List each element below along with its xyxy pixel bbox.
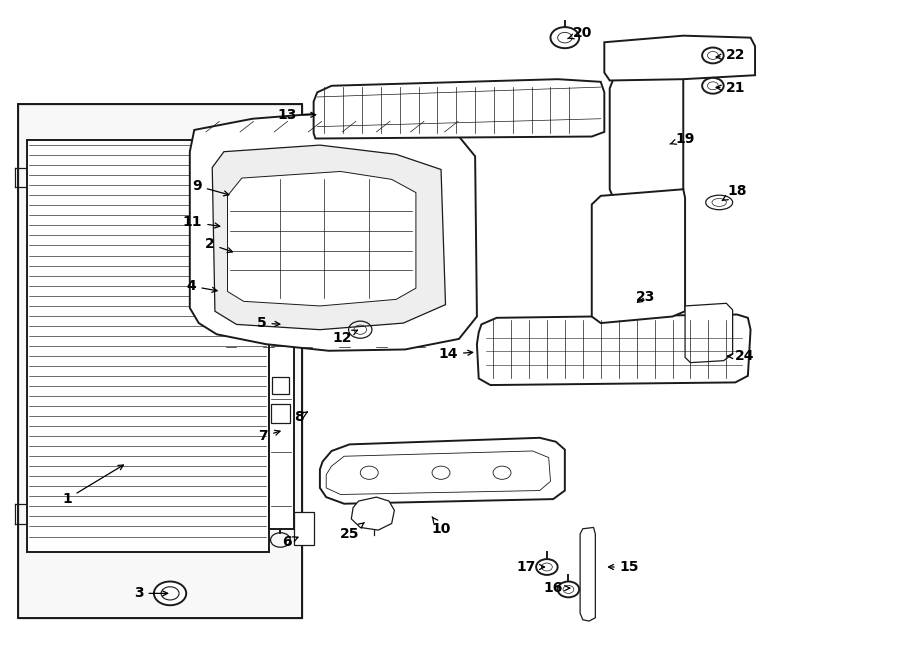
Text: 25: 25: [340, 522, 364, 541]
Text: 4: 4: [186, 279, 217, 293]
Text: 18: 18: [722, 184, 747, 201]
Text: 20: 20: [568, 26, 592, 40]
Text: 9: 9: [193, 179, 229, 196]
Circle shape: [558, 581, 580, 597]
Circle shape: [551, 27, 580, 48]
Text: 12: 12: [333, 330, 357, 345]
Text: 19: 19: [670, 132, 695, 146]
Polygon shape: [609, 75, 683, 198]
Text: 21: 21: [716, 81, 745, 95]
Polygon shape: [685, 303, 733, 363]
Polygon shape: [351, 497, 394, 530]
Polygon shape: [212, 145, 446, 330]
Text: 15: 15: [608, 560, 639, 574]
Text: 22: 22: [716, 48, 745, 62]
Polygon shape: [273, 377, 289, 394]
Polygon shape: [271, 404, 291, 423]
Text: 23: 23: [636, 290, 655, 304]
Circle shape: [536, 559, 558, 575]
Text: 5: 5: [256, 316, 280, 330]
Polygon shape: [294, 146, 313, 179]
Polygon shape: [228, 171, 416, 306]
Polygon shape: [477, 314, 751, 385]
Text: 11: 11: [183, 215, 220, 229]
Circle shape: [702, 78, 724, 94]
Text: 8: 8: [294, 410, 307, 424]
Polygon shape: [320, 438, 565, 504]
Circle shape: [702, 48, 724, 64]
Text: 13: 13: [277, 108, 316, 122]
Text: 17: 17: [517, 560, 544, 574]
Polygon shape: [592, 189, 685, 323]
Text: 16: 16: [544, 581, 570, 595]
Polygon shape: [17, 103, 302, 618]
Polygon shape: [269, 163, 294, 529]
Text: 2: 2: [204, 237, 232, 253]
Polygon shape: [580, 528, 596, 621]
Text: 1: 1: [62, 465, 123, 506]
Text: 24: 24: [728, 349, 754, 363]
Text: 3: 3: [134, 587, 167, 600]
Text: 7: 7: [258, 430, 280, 444]
Text: 10: 10: [431, 517, 451, 536]
Text: 14: 14: [438, 347, 473, 361]
Ellipse shape: [706, 195, 733, 210]
Circle shape: [154, 581, 186, 605]
Text: 6: 6: [282, 535, 298, 549]
Polygon shape: [313, 79, 604, 138]
Polygon shape: [604, 36, 755, 81]
Polygon shape: [294, 512, 313, 545]
Polygon shape: [26, 140, 269, 552]
Polygon shape: [190, 113, 477, 351]
